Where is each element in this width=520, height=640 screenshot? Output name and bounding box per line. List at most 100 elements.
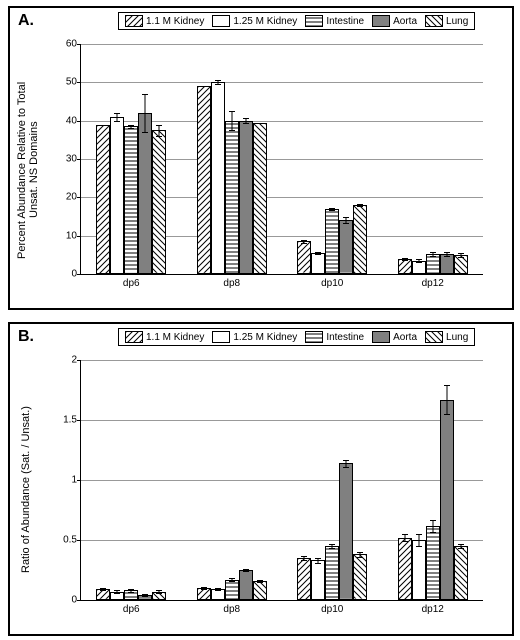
bar: [339, 220, 353, 274]
error-cap: [315, 563, 321, 564]
panel-a-plot: 0102030405060dp6dp8dp10dp12: [80, 44, 483, 275]
error-cap: [416, 259, 422, 260]
legend-item: Lung: [425, 331, 468, 343]
error-cap: [416, 262, 422, 263]
legend-item: Intestine: [305, 15, 364, 27]
error-cap: [215, 80, 221, 81]
y-tick-mark: [77, 121, 81, 122]
legend-label: Lung: [446, 16, 468, 27]
x-tick-label: dp6: [123, 278, 140, 289]
error-cap: [142, 594, 148, 595]
error-cap: [357, 204, 363, 205]
error-cap: [128, 125, 134, 126]
panel-a-ylabel: Percent Abundance Relative to Total Unsa…: [16, 70, 40, 270]
legend-swatch: [212, 331, 230, 343]
bar: [138, 113, 152, 274]
error-cap: [128, 589, 134, 590]
error-cap: [315, 252, 321, 253]
error-cap: [156, 593, 162, 594]
error-cap: [243, 571, 249, 572]
error-cap: [343, 223, 349, 224]
error-bar: [117, 113, 118, 121]
legend-label: Lung: [446, 332, 468, 343]
error-cap: [142, 132, 148, 133]
legend-label: Aorta: [393, 16, 417, 27]
error-cap: [343, 217, 349, 218]
bar: [454, 546, 468, 600]
bar: [398, 259, 412, 274]
error-cap: [128, 128, 134, 129]
legend-item: Aorta: [372, 15, 417, 27]
error-cap: [430, 532, 436, 533]
bar: [225, 580, 239, 600]
y-tick-mark: [77, 236, 81, 237]
bar: [412, 540, 426, 600]
y-tick-label: 60: [47, 39, 77, 50]
x-tick-label: dp6: [123, 604, 140, 615]
figure-container: A. 1.1 M Kidney1.25 M KidneyIntestineAor…: [0, 0, 520, 640]
y-tick-mark: [77, 480, 81, 481]
bar: [426, 254, 440, 274]
bar: [297, 558, 311, 600]
error-cap: [458, 544, 464, 545]
bar: [253, 123, 267, 274]
error-cap: [229, 130, 235, 131]
error-cap: [201, 589, 207, 590]
y-tick-mark: [77, 44, 81, 45]
grid-line: [81, 480, 483, 481]
error-cap: [430, 256, 436, 257]
error-cap: [343, 467, 349, 468]
bar: [225, 121, 239, 274]
y-tick-label: 50: [47, 77, 77, 88]
legend-item: Lung: [425, 15, 468, 27]
legend-a: 1.1 M Kidney 1.25 M Kidney Intestine Aorta L…: [118, 12, 475, 30]
bar: [253, 581, 267, 600]
legend-swatch: [125, 331, 143, 343]
legend-item: Aorta: [372, 331, 417, 343]
legend-item: 1.1 M Kidney: [125, 15, 204, 27]
panel-b-label: B.: [18, 328, 34, 346]
error-cap: [229, 111, 235, 112]
error-cap: [458, 548, 464, 549]
error-cap: [201, 587, 207, 588]
bar: [197, 86, 211, 274]
bar: [152, 130, 166, 274]
error-bar: [145, 94, 146, 132]
error-cap: [301, 560, 307, 561]
error-cap: [402, 260, 408, 261]
grid-line: [81, 360, 483, 361]
bar: [239, 570, 253, 600]
error-cap: [357, 552, 363, 553]
legend-label: Intestine: [326, 332, 364, 343]
error-cap: [402, 258, 408, 259]
legend-item: 1.1 M Kidney: [125, 331, 204, 343]
error-cap: [243, 569, 249, 570]
y-tick-mark: [77, 274, 81, 275]
error-cap: [156, 136, 162, 137]
bar: [398, 538, 412, 600]
bar: [110, 117, 124, 274]
x-tick-label: dp12: [422, 278, 444, 289]
legend-swatch: [305, 331, 323, 343]
panel-b-plot: 00.511.52dp6dp8dp10dp12: [80, 360, 483, 601]
legend-label: 1.25 M Kidney: [233, 16, 297, 27]
error-cap: [301, 243, 307, 244]
x-tick-label: dp8: [223, 278, 240, 289]
y-tick-mark: [77, 360, 81, 361]
error-cap: [156, 590, 162, 591]
error-cap: [444, 385, 450, 386]
legend-item: 1.25 M Kidney: [212, 331, 297, 343]
bar: [311, 253, 325, 274]
legend-label: 1.25 M Kidney: [233, 332, 297, 343]
error-cap: [142, 94, 148, 95]
error-bar: [231, 111, 232, 130]
bar: [211, 82, 225, 274]
error-cap: [416, 546, 422, 547]
legend-label: Aorta: [393, 332, 417, 343]
error-cap: [114, 113, 120, 114]
error-cap: [444, 252, 450, 253]
legend-swatch: [425, 15, 443, 27]
error-cap: [114, 590, 120, 591]
error-cap: [229, 581, 235, 582]
legend-label: Intestine: [326, 16, 364, 27]
